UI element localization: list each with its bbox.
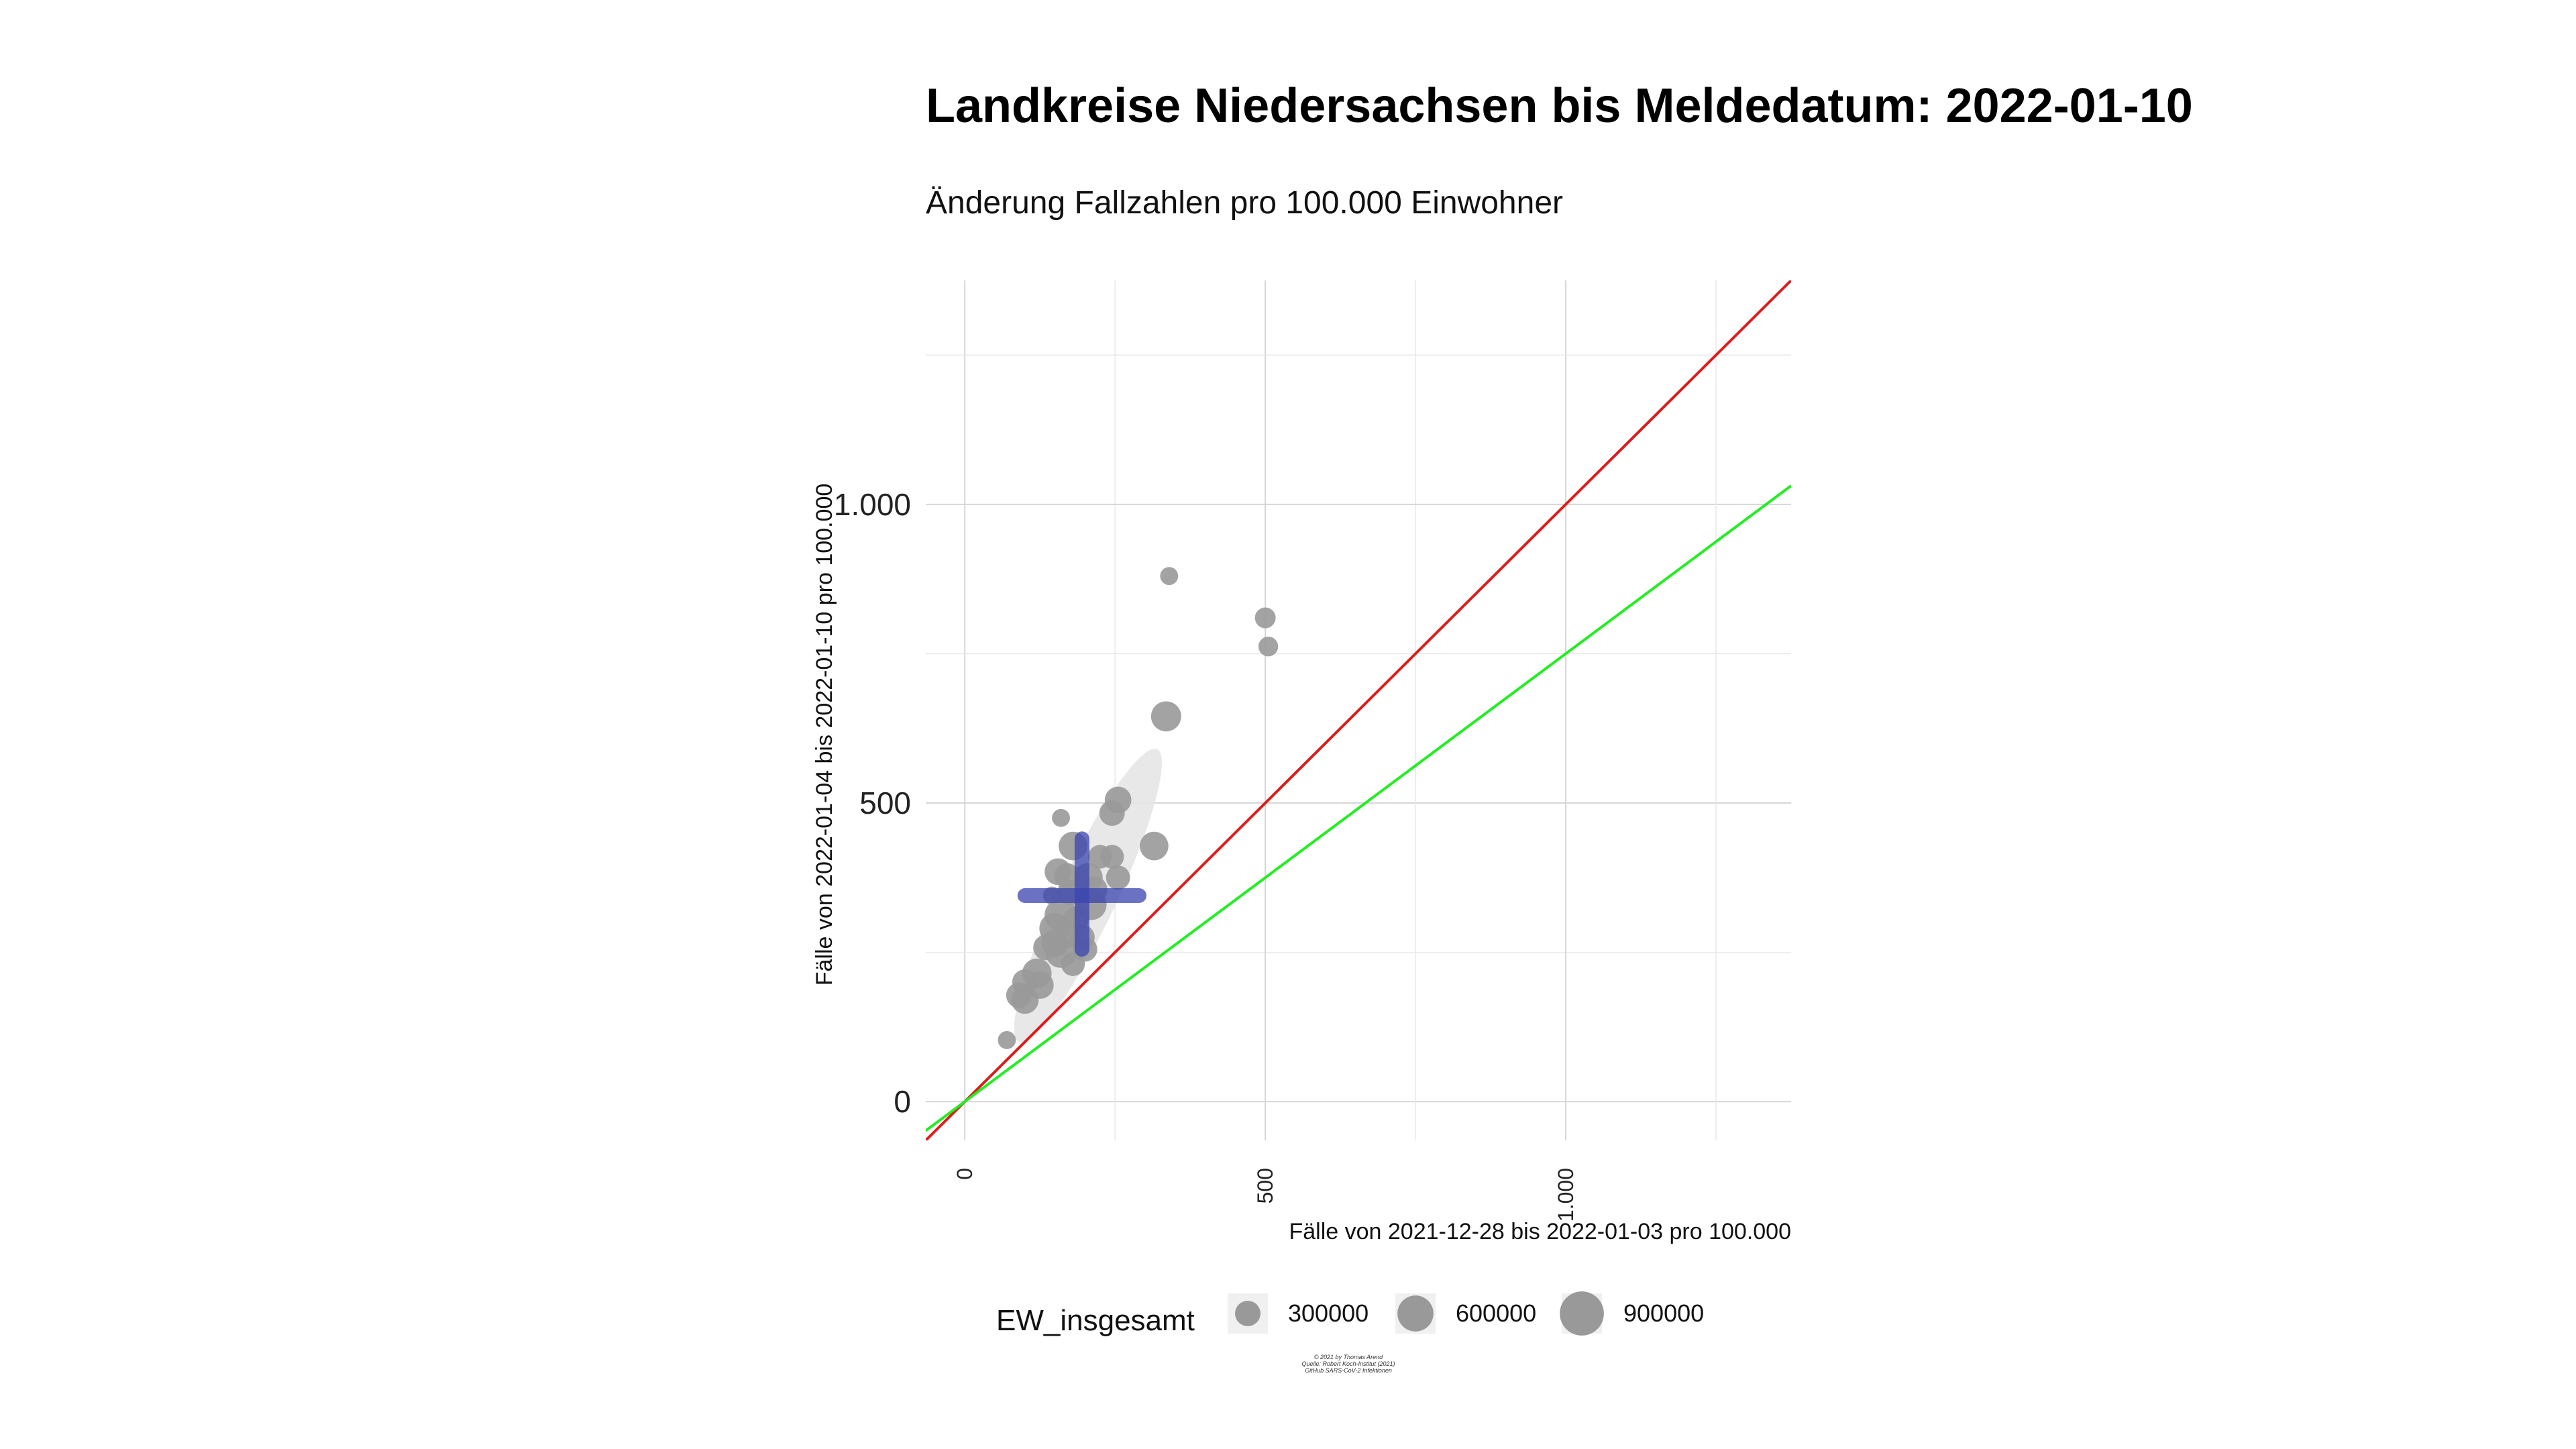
- x-tick-label: 1.000: [1554, 1168, 1578, 1222]
- legend: EW_insgesamt 300000 600000 900000: [996, 1291, 1704, 1337]
- y-axis-label: Fälle von 2022-01-04 bis 2022-01-10 pro …: [812, 484, 837, 986]
- plot-area: 0 500 1.000 0 500 1.000: [834, 280, 1791, 1222]
- y-tick-label: 1.000: [834, 487, 911, 522]
- data-point: [1100, 845, 1124, 869]
- chart-subtitle: Änderung Fallzahlen pro 100.000 Einwohne…: [926, 185, 1563, 221]
- data-point: [1140, 831, 1169, 861]
- y-tick-label: 0: [894, 1084, 911, 1119]
- reference-line: [926, 280, 1791, 1140]
- legend-label: 900000: [1623, 1299, 1704, 1327]
- data-point: [1258, 637, 1279, 657]
- reference-line: [926, 484, 1791, 1132]
- caption-line: © 2021 by Thomas Arend: [1314, 1354, 1383, 1360]
- legend-key: [1560, 1291, 1604, 1336]
- data-point: [1254, 607, 1276, 629]
- caption-line: GitHub SARS-CoV-2 Infektionen: [1305, 1367, 1392, 1374]
- chart-title: Landkreise Niedersachsen bis Meldedatum:…: [926, 79, 2193, 133]
- data-point: [998, 1031, 1016, 1049]
- legend-title: EW_insgesamt: [996, 1304, 1195, 1337]
- y-tick-label: 500: [859, 786, 911, 820]
- data-point: [1106, 865, 1130, 890]
- legend-key: [1397, 1295, 1434, 1332]
- caption-line: Quelle: Robert Koch-Institut (2021): [1301, 1360, 1395, 1367]
- data-point: [1099, 800, 1125, 826]
- data-point: [1150, 701, 1181, 732]
- legend-key: [1235, 1301, 1260, 1326]
- legend-label: 300000: [1288, 1299, 1368, 1327]
- data-point: [1052, 808, 1070, 827]
- data-point: [1033, 934, 1059, 961]
- legend-label: 600000: [1456, 1299, 1536, 1327]
- x-tick-label: 500: [1253, 1168, 1277, 1203]
- data-point: [1011, 986, 1039, 1014]
- x-tick-label: 0: [953, 1168, 977, 1180]
- data-point: [1061, 952, 1085, 977]
- x-axis-label: Fälle von 2021-12-28 bis 2022-01-03 pro …: [1289, 1219, 1791, 1244]
- data-point: [1160, 567, 1179, 586]
